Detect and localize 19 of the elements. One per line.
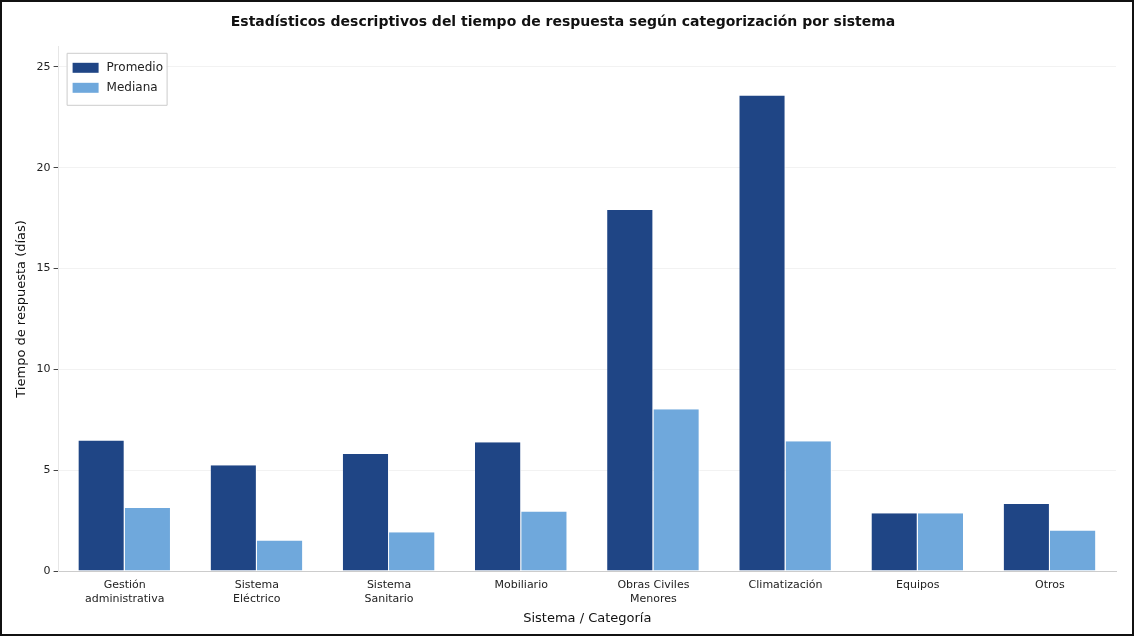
- x-axis-title: Sistema / Categoría: [523, 609, 652, 625]
- y-tick-label: 5: [43, 463, 51, 477]
- y-axis-title: Tiempo de respuesta (días): [13, 220, 29, 399]
- x-tick-label: Obras Civiles Menores: [617, 578, 690, 605]
- x-tick-label: Sistema Sanitario: [364, 578, 414, 605]
- y-tick-label: 0: [43, 563, 51, 577]
- legend-label: Mediana: [106, 79, 158, 94]
- x-tick-label: Otros: [1035, 578, 1066, 592]
- y-tick-label: 10: [36, 362, 51, 376]
- y-tick-label: 20: [36, 160, 51, 174]
- chart-title: Estadísticos descriptivos del tiempo de respuesta según categorización por sistema: [230, 13, 896, 30]
- legend-label: Promedio: [106, 59, 163, 74]
- x-tick-label: Climatización: [748, 578, 823, 592]
- y-tick-label: 25: [36, 59, 51, 73]
- y-tick-label: 15: [36, 261, 51, 275]
- x-tick-label: Sistema Eléctrico: [233, 578, 281, 605]
- x-tick-label: Equipos: [896, 578, 940, 592]
- x-tick-label: Mobiliario: [494, 578, 549, 592]
- x-tick-label: Gestión administrativa: [84, 578, 165, 605]
